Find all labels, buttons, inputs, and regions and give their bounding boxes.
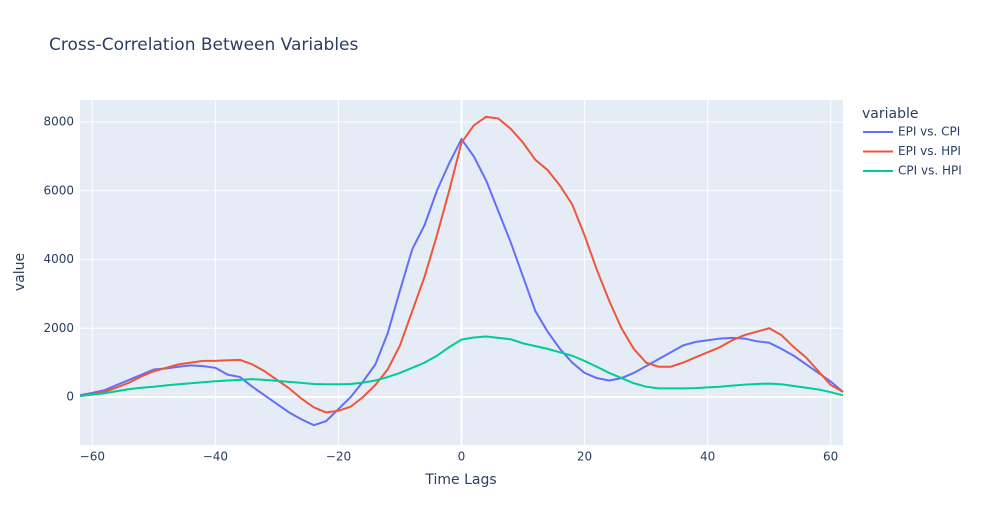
x-tick-label: 0 <box>458 450 466 464</box>
data-line <box>79 137 844 427</box>
y-tick-label: 2000 <box>43 321 74 335</box>
data-line <box>79 335 844 397</box>
x-tick-label: −20 <box>326 450 351 464</box>
x-axis-title: Time Lags <box>424 472 496 488</box>
chart-title: Cross-Correlation Between Variables <box>49 35 358 55</box>
y-tick-label: 8000 <box>43 115 74 129</box>
y-tick-label: 0 <box>66 390 74 404</box>
x-tick-label: 20 <box>577 450 592 464</box>
y-axis-title: value <box>12 253 28 291</box>
x-tick-label: 40 <box>700 450 715 464</box>
legend-title: variable <box>862 106 918 122</box>
y-tick-label: 4000 <box>43 252 74 266</box>
x-tick-label: −40 <box>203 450 228 464</box>
x-tick-label: 60 <box>823 450 838 464</box>
x-tick-label: −60 <box>80 450 105 464</box>
legend-label: CPI vs. HPI <box>898 164 962 178</box>
legend-label: EPI vs. HPI <box>898 144 961 158</box>
data-line <box>79 115 844 414</box>
legend-label: EPI vs. CPI <box>898 125 960 139</box>
y-tick-label: 6000 <box>43 183 74 197</box>
